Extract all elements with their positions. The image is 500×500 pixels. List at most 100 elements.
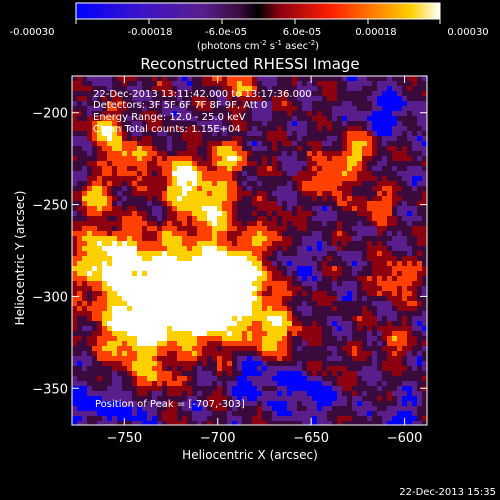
heatmap-cell — [367, 171, 373, 177]
heatmap-cell — [167, 376, 173, 382]
heatmap-cell — [237, 346, 243, 352]
heatmap-cell — [372, 226, 378, 232]
heatmap-cell — [102, 346, 108, 352]
heatmap-cell — [182, 296, 188, 302]
heatmap-cell — [92, 176, 98, 182]
heatmap-cell — [117, 216, 123, 222]
heatmap-cell — [302, 81, 308, 87]
heatmap-cell — [322, 196, 328, 202]
heatmap-cell — [87, 201, 93, 207]
heatmap-cell — [412, 201, 418, 207]
heatmap-cell — [87, 366, 93, 372]
heatmap-cell — [122, 391, 128, 397]
heatmap-cell — [277, 81, 283, 87]
heatmap-cell — [387, 226, 393, 232]
heatmap-cell — [327, 361, 333, 367]
heatmap-cell — [227, 386, 233, 392]
heatmap-cell — [412, 396, 418, 402]
heatmap-cell — [327, 261, 333, 267]
heatmap-cell — [232, 291, 238, 297]
heatmap-cell — [342, 86, 348, 92]
heatmap-cell — [412, 106, 418, 112]
heatmap-cell — [277, 266, 283, 272]
heatmap-cell — [72, 416, 78, 422]
heatmap-cell — [182, 206, 188, 212]
heatmap-cell — [372, 311, 378, 317]
heatmap-cell — [142, 86, 148, 92]
heatmap-cell — [167, 271, 173, 277]
heatmap-cell — [357, 396, 363, 402]
heatmap-cell — [242, 176, 248, 182]
heatmap-cell — [377, 96, 383, 102]
heatmap-cell — [322, 231, 328, 237]
heatmap-cell — [207, 241, 213, 247]
heatmap-cell — [322, 251, 328, 257]
heatmap-cell — [362, 351, 368, 357]
heatmap-cell — [307, 286, 313, 292]
heatmap-cell — [377, 416, 383, 422]
heatmap-cell — [82, 381, 88, 387]
heatmap-cell — [367, 266, 373, 272]
heatmap-cell — [302, 211, 308, 217]
heatmap-cell — [367, 116, 373, 122]
heatmap-cell — [392, 386, 398, 392]
heatmap-cell — [327, 391, 333, 397]
heatmap-cell — [72, 271, 78, 277]
heatmap-cell — [252, 251, 258, 257]
heatmap-cell — [77, 141, 83, 147]
heatmap-cell — [112, 166, 118, 172]
heatmap-cell — [122, 321, 128, 327]
heatmap-cell — [317, 146, 323, 152]
heatmap-cell — [137, 246, 143, 252]
heatmap-cell — [407, 206, 413, 212]
heatmap-cell — [367, 381, 373, 387]
heatmap-cell — [237, 91, 243, 97]
heatmap-cell — [182, 231, 188, 237]
heatmap-cell — [207, 216, 213, 222]
heatmap-cell — [87, 311, 93, 317]
heatmap-cell — [407, 186, 413, 192]
heatmap-cell — [367, 401, 373, 407]
heatmap-cell — [202, 216, 208, 222]
heatmap-cell — [237, 241, 243, 247]
heatmap-cell — [212, 251, 218, 257]
heatmap-cell — [157, 231, 163, 237]
heatmap-cell — [327, 201, 333, 207]
heatmap-cell — [162, 136, 168, 142]
heatmap-cell — [332, 216, 338, 222]
heatmap-cell — [362, 306, 368, 312]
heatmap-cell — [207, 346, 213, 352]
heatmap-cell — [412, 296, 418, 302]
heatmap-cell — [387, 201, 393, 207]
heatmap-cell — [372, 161, 378, 167]
heatmap-cell — [342, 131, 348, 137]
heatmap-cell — [222, 311, 228, 317]
heatmap-cell — [82, 196, 88, 202]
heatmap-cell — [272, 361, 278, 367]
heatmap-cell — [342, 271, 348, 277]
heatmap-cell — [172, 406, 178, 412]
heatmap-cell — [402, 301, 408, 307]
heatmap-cell — [397, 136, 403, 142]
heatmap-cell — [127, 201, 133, 207]
heatmap-cell — [237, 121, 243, 127]
heatmap-cell — [167, 276, 173, 282]
heatmap-cell — [287, 256, 293, 262]
heatmap-cell — [327, 96, 333, 102]
heatmap-cell — [197, 251, 203, 257]
heatmap-cell — [232, 406, 238, 412]
heatmap-cell — [347, 356, 353, 362]
heatmap-cell — [387, 341, 393, 347]
heatmap-cell — [342, 286, 348, 292]
heatmap-cell — [392, 326, 398, 332]
heatmap-cell — [127, 171, 133, 177]
heatmap-cell — [117, 141, 123, 147]
heatmap-cell — [137, 296, 143, 302]
heatmap-cell — [412, 321, 418, 327]
heatmap-cell — [132, 131, 138, 137]
heatmap-cell — [122, 126, 128, 132]
heatmap-cell — [267, 366, 273, 372]
heatmap-cell — [207, 201, 213, 207]
heatmap-cell — [282, 366, 288, 372]
heatmap-cell — [342, 406, 348, 412]
